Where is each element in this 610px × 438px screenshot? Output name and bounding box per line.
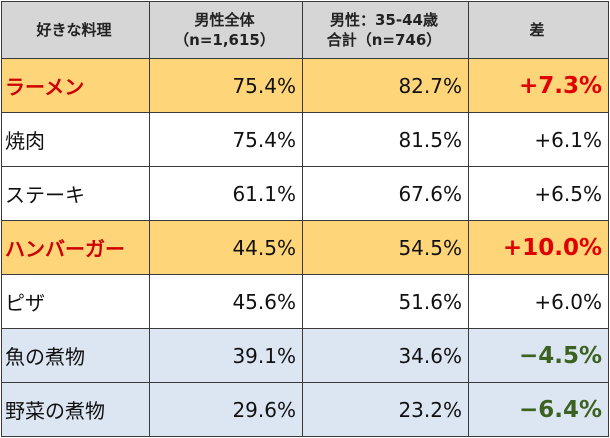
table-row-yakiniku: 焼肉 75.4% 81.5% +6.1% [1, 112, 609, 167]
food-name: ステーキ [1, 166, 150, 221]
food-name: 野菜の煮物 [1, 382, 150, 437]
difference-value: −4.5% [468, 328, 609, 383]
male-all-value: 29.6% [149, 382, 303, 437]
male-35-44-value: 23.2% [302, 382, 469, 437]
male-all-value: 75.4% [149, 112, 303, 167]
difference-value: +7.3% [468, 58, 609, 113]
male-35-44-value: 51.6% [302, 274, 469, 329]
table-row-simmered-vegetables: 野菜の煮物 29.6% 23.2% −6.4% [1, 382, 609, 437]
header-male-35-44: 男性：35-44歳 合計（n=746） [302, 1, 469, 59]
table-row-ramen: ラーメン 75.4% 82.7% +7.3% [1, 58, 609, 113]
male-35-44-value: 81.5% [302, 112, 469, 167]
table-row-pizza: ピザ 45.6% 51.6% +6.0% [1, 274, 609, 329]
male-all-value: 44.5% [149, 220, 303, 275]
male-all-value: 61.1% [149, 166, 303, 221]
food-name: ハンバーガー [1, 220, 150, 275]
header-difference: 差 [468, 1, 609, 59]
table-row-simmered-fish: 魚の煮物 39.1% 34.6% −4.5% [1, 328, 609, 383]
header-favorite-food: 好きな料理 [1, 1, 150, 59]
food-name: ラーメン [1, 58, 150, 113]
food-name: ピザ [1, 274, 150, 329]
male-all-value: 75.4% [149, 58, 303, 113]
difference-value: +6.1% [468, 112, 609, 167]
table-row-hamburger: ハンバーガー 44.5% 54.5% +10.0% [1, 220, 609, 275]
male-35-44-value: 54.5% [302, 220, 469, 275]
difference-value: +10.0% [468, 220, 609, 275]
male-all-value: 45.6% [149, 274, 303, 329]
difference-value: +6.0% [468, 274, 609, 329]
male-35-44-value: 82.7% [302, 58, 469, 113]
male-35-44-value: 67.6% [302, 166, 469, 221]
difference-value: +6.5% [468, 166, 609, 221]
difference-value: −6.4% [468, 382, 609, 437]
male-35-44-value: 34.6% [302, 328, 469, 383]
header-male-all: 男性全体 （n=1,615） [149, 1, 303, 59]
food-name: 焼肉 [1, 112, 150, 167]
header-row: 好きな料理 男性全体 （n=1,615） 男性：35-44歳 合計（n=746）… [1, 1, 609, 59]
food-name: 魚の煮物 [1, 328, 150, 383]
male-all-value: 39.1% [149, 328, 303, 383]
table-row-steak: ステーキ 61.1% 67.6% +6.5% [1, 166, 609, 221]
